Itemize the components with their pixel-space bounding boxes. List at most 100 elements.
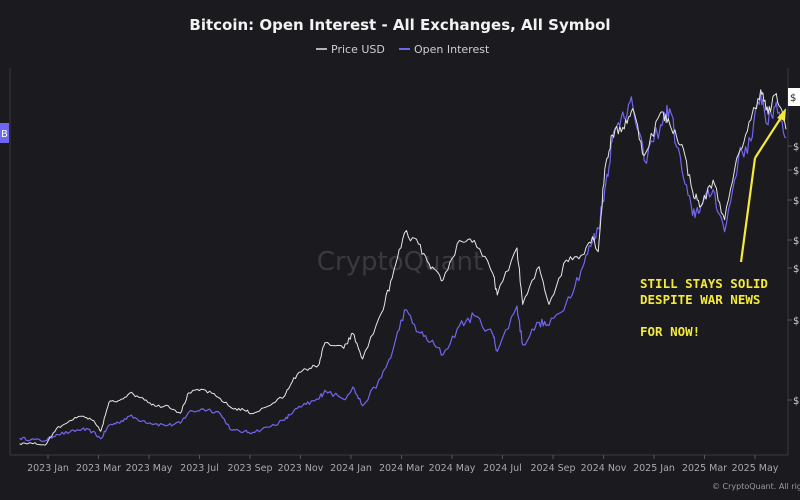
price-point-16 <box>202 388 205 391</box>
x-tick-label-1: 2023 Mar <box>76 463 121 474</box>
legend-oi-label[interactable]: Open Interest <box>414 43 490 56</box>
annotation-arrow-tail <box>739 157 757 263</box>
open-interest-point-18 <box>231 429 234 432</box>
open-interest-point-9 <box>117 421 120 424</box>
price-point-36 <box>458 239 461 242</box>
right-tick-label-6: $ <box>793 396 799 407</box>
price-point-10 <box>128 392 131 395</box>
price-point-64 <box>775 92 778 95</box>
open-interest-point-4 <box>68 431 71 434</box>
open-interest-point-46 <box>591 240 594 243</box>
x-tick-label-5: 2023 Nov <box>278 463 324 474</box>
price-point-45 <box>580 254 583 257</box>
price-point-54 <box>668 122 671 125</box>
price-point-49 <box>611 133 614 136</box>
price-point-65 <box>785 128 788 131</box>
x-tick-label-8: 2024 May <box>429 463 476 474</box>
open-interest-point-3 <box>55 433 58 436</box>
annotation-arrow-shaft <box>754 112 785 159</box>
open-interest-point-1 <box>30 438 33 441</box>
price-point-53 <box>659 111 662 114</box>
price-point-2 <box>44 444 47 447</box>
open-interest-point-15 <box>187 411 190 414</box>
price-point-15 <box>187 391 190 394</box>
price-point-13 <box>167 404 170 407</box>
open-interest-point-12 <box>154 422 157 425</box>
legend-price-label[interactable]: Price USD <box>331 43 385 56</box>
x-tick-label-7: 2024 Mar <box>379 463 424 474</box>
open-interest-point-62 <box>759 91 762 94</box>
open-interest-point-52 <box>643 159 646 162</box>
right-tick-label-5: $ <box>793 316 799 327</box>
open-interest-point-59 <box>723 230 726 233</box>
open-interest-point-35 <box>442 353 445 356</box>
price-point-8 <box>108 401 111 404</box>
open-interest-point-7 <box>99 437 102 440</box>
chart-title: Bitcoin: Open Interest - All Exchanges, … <box>189 16 610 34</box>
right-tick-label-1: $ <box>793 166 799 177</box>
price-point-19 <box>242 408 245 411</box>
open-interest-point-6 <box>91 430 94 433</box>
price-point-31 <box>391 277 394 280</box>
open-interest-point-26 <box>323 389 326 392</box>
price-point-17 <box>217 396 220 399</box>
price-point-39 <box>496 294 499 297</box>
x-tick-label-9: 2024 Jul <box>483 463 522 474</box>
open-interest-point-64 <box>775 101 778 104</box>
open-interest-point-37 <box>473 314 476 317</box>
open-interest-point-53 <box>659 123 662 126</box>
credit-text: © CryptoQuant. All rights reserved. <box>712 482 800 491</box>
price-point-47 <box>597 250 600 253</box>
open-interest-point-27 <box>342 398 345 401</box>
price-point-38 <box>492 273 495 276</box>
x-tick-label-2: 2023 May <box>126 463 173 474</box>
open-interest-point-25 <box>317 398 320 401</box>
open-interest-point-14 <box>179 422 182 425</box>
x-tick-label-14: 2025 May <box>732 463 779 474</box>
price-point-28 <box>351 332 354 335</box>
open-interest-point-51 <box>631 104 634 107</box>
price-point-50 <box>621 126 624 129</box>
price-point-27 <box>342 347 345 350</box>
open-interest-point-21 <box>267 426 270 429</box>
price-point-4 <box>68 419 71 422</box>
legend[interactable]: Price USD Open Interest <box>316 43 490 56</box>
right-tick-label-3: $ <box>793 236 799 247</box>
open-interest-point-54 <box>668 107 671 110</box>
price-point-48 <box>603 167 606 170</box>
open-interest-point-47 <box>597 227 600 230</box>
price-point-52 <box>643 154 646 157</box>
price-point-55 <box>680 143 683 146</box>
price-point-44 <box>565 259 568 262</box>
price-point-1 <box>30 442 33 445</box>
price-point-14 <box>179 412 182 415</box>
open-interest-point-17 <box>217 410 220 413</box>
price-point-59 <box>723 218 726 221</box>
x-tick-label-0: 2023 Jan <box>27 463 69 474</box>
x-tick-label-3: 2023 Jul <box>180 463 219 474</box>
price-point-26 <box>323 341 326 344</box>
annotation-line-1: STILL STAYS SOLID <box>640 276 768 291</box>
open-interest-point-43 <box>548 324 551 327</box>
open-interest-point-8 <box>108 424 111 427</box>
left-axis-badge <box>0 123 9 143</box>
price-point-43 <box>548 303 551 306</box>
open-interest-point-10 <box>128 415 131 418</box>
price-point-9 <box>117 399 120 402</box>
annotation-arrow-head <box>777 108 786 121</box>
price-point-56 <box>691 190 694 193</box>
x-axis-ticks: 2023 Jan 2023 Mar 2023 May 2023 Jul 2023 Sep… <box>27 455 779 474</box>
price-point-29 <box>361 358 364 361</box>
price-point-62 <box>759 88 762 91</box>
open-interest-point-49 <box>611 140 614 143</box>
price-point-20 <box>251 412 254 415</box>
watermark: CryptoQuant <box>317 247 483 277</box>
price-point-60 <box>737 152 740 155</box>
open-interest-point-40 <box>516 305 519 308</box>
open-interest-point-30 <box>380 376 383 379</box>
open-interest-point-44 <box>565 301 568 304</box>
open-interest-point-42 <box>538 321 541 324</box>
x-tick-label-4: 2023 Sep <box>227 463 272 474</box>
price-point-33 <box>417 243 420 246</box>
price-point-12 <box>154 405 157 408</box>
